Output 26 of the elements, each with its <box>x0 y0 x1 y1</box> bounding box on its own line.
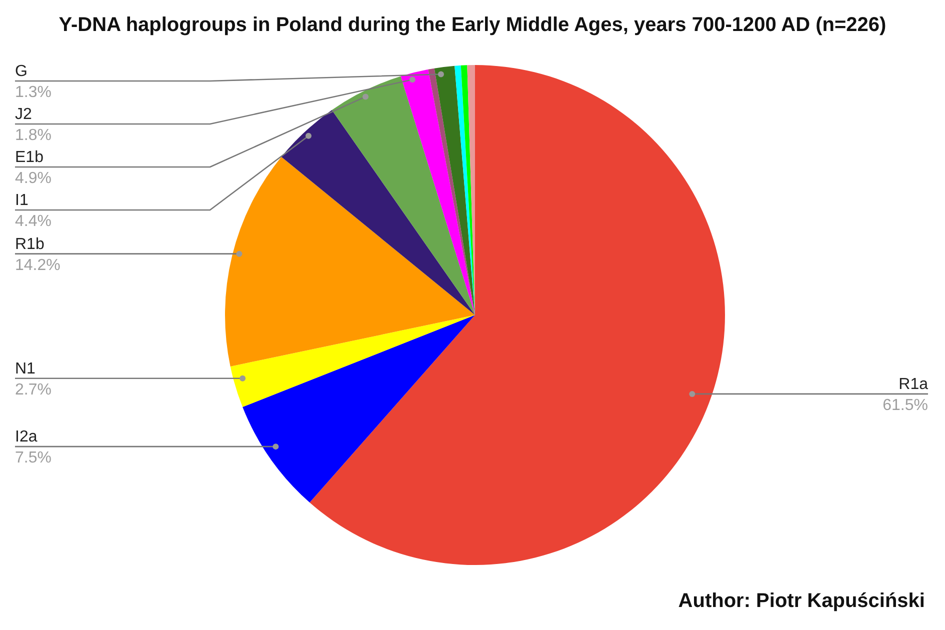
data-label: 2.7% <box>15 381 52 398</box>
data-label: 1.8% <box>15 127 52 144</box>
data-label: 14.2% <box>15 256 60 274</box>
slice-label: E1b <box>15 149 44 166</box>
slice-label: J2 <box>15 106 32 123</box>
data-label: 7.5% <box>15 450 52 467</box>
pie-slice <box>454 65 475 315</box>
pie-slice <box>225 156 475 366</box>
data-label: 1.3% <box>15 84 52 101</box>
pie-slice <box>332 76 475 315</box>
pie-slice <box>281 110 475 315</box>
slice-label: N1 <box>15 360 36 378</box>
slice-label: R1a <box>898 376 928 393</box>
pie-slice <box>242 315 475 503</box>
pie-slice <box>310 65 725 565</box>
slice-label: I2a <box>15 428 38 446</box>
slice-label: G <box>15 63 28 80</box>
chart-title: Y-DNA haplogroups in Poland during the Early Middle Ages, years 700-1200 AD (n=226) <box>58 14 888 37</box>
data-label: 61.5% <box>882 396 928 414</box>
text: Author: Piotr Kapuściński <box>678 590 925 613</box>
data-label: 4.9% <box>15 170 52 187</box>
slice-label: R1b <box>15 236 44 253</box>
data-label: 4.4% <box>15 213 52 230</box>
pie-slice <box>230 315 475 408</box>
pie-slice <box>400 69 475 315</box>
slice-label: I1 <box>15 192 28 209</box>
